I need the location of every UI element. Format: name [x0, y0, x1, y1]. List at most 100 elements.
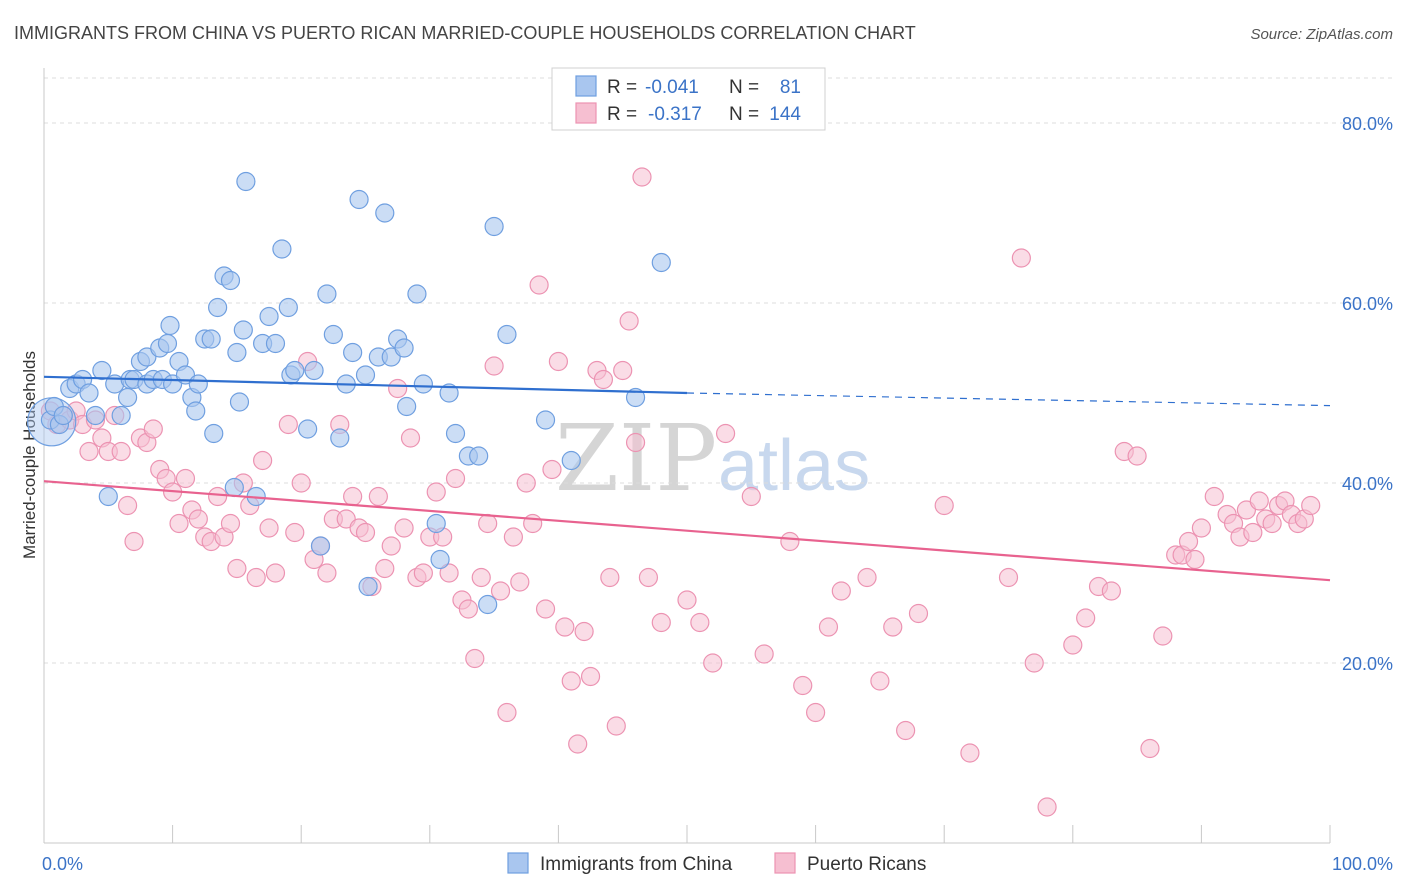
point-immigrants-from-china-36 — [224, 477, 244, 498]
point-puerto-ricans-21 — [175, 468, 196, 489]
point-immigrants-from-china-67 — [413, 374, 433, 394]
point-immigrants-from-china-28 — [186, 401, 206, 421]
point-immigrants-from-china-65 — [397, 396, 417, 417]
point-immigrants-from-china-54 — [330, 428, 350, 448]
point-puerto-ricans-85 — [593, 369, 614, 390]
point-puerto-ricans-48 — [355, 522, 376, 543]
point-puerto-ricans-121 — [1127, 446, 1147, 466]
point-puerto-ricans-29 — [227, 558, 247, 579]
point-immigrants-from-china-48 — [285, 360, 305, 381]
point-puerto-ricans-80 — [561, 671, 581, 691]
point-puerto-ricans-134 — [1243, 522, 1263, 543]
point-puerto-ricans-74 — [523, 513, 543, 534]
point-puerto-ricans-26 — [208, 486, 228, 507]
point-immigrants-from-china-13 — [117, 387, 138, 408]
point-puerto-ricans-82 — [574, 621, 594, 642]
axes — [43, 68, 1331, 844]
point-immigrants-from-china-75 — [484, 216, 504, 237]
point-immigrants-from-china-10 — [98, 486, 118, 507]
legend-r-label-2: R = — [607, 104, 637, 125]
point-puerto-ricans-23 — [188, 509, 208, 529]
point-puerto-ricans-62 — [445, 468, 466, 489]
point-immigrants-from-china-68 — [426, 513, 446, 534]
trend-line-immigrants-from-china — [43, 375, 688, 395]
y-tick-label-0: 20.0% — [1342, 654, 1393, 674]
point-puerto-ricans-12 — [117, 495, 138, 516]
legend-r-value-1: -0.041 — [645, 77, 699, 98]
point-puerto-ricans-108 — [896, 720, 916, 741]
point-puerto-ricans-117 — [1076, 608, 1096, 628]
point-puerto-ricans-73 — [516, 473, 536, 493]
legend-n-label-2: N = — [729, 104, 759, 125]
point-puerto-ricans-68 — [484, 356, 504, 376]
point-immigrants-from-china-73 — [469, 446, 489, 466]
point-puerto-ricans-92 — [638, 567, 659, 588]
legend-n-value-1: 81 — [780, 77, 801, 98]
point-immigrants-from-china-9 — [92, 360, 112, 381]
point-immigrants-from-china-40 — [236, 171, 256, 192]
point-puerto-ricans-71 — [503, 527, 523, 547]
point-immigrants-from-china-49 — [298, 419, 318, 439]
point-puerto-ricans-42 — [317, 563, 337, 583]
point-puerto-ricans-87 — [606, 716, 626, 736]
point-puerto-ricans-109 — [908, 603, 929, 624]
point-immigrants-from-china-64 — [394, 338, 414, 358]
point-puerto-ricans-37 — [285, 522, 305, 543]
point-puerto-ricans-129 — [1204, 486, 1224, 507]
point-puerto-ricans-128 — [1191, 518, 1212, 538]
point-immigrants-from-china-3 — [53, 405, 73, 426]
point-puerto-ricans-54 — [394, 518, 414, 538]
point-immigrants-from-china-35 — [220, 270, 241, 291]
point-immigrants-from-china-23 — [160, 315, 180, 336]
point-immigrants-from-china-77 — [535, 410, 556, 430]
point-puerto-ricans-59 — [426, 482, 446, 502]
point-immigrants-from-china-57 — [349, 189, 369, 210]
point-puerto-ricans-119 — [1101, 581, 1121, 601]
point-puerto-ricans-96 — [703, 653, 723, 673]
y-tick-label-2: 60.0% — [1342, 294, 1393, 314]
point-puerto-ricans-77 — [542, 459, 562, 480]
point-puerto-ricans-95 — [690, 612, 710, 633]
point-immigrants-from-china-76 — [497, 324, 517, 345]
point-puerto-ricans-137 — [1262, 513, 1282, 534]
bottom-legend-swatch-pink — [774, 852, 796, 874]
legend-r-label-1: R = — [607, 77, 637, 98]
watermark-zip: ZIP — [555, 405, 717, 512]
point-puerto-ricans-105 — [857, 567, 877, 588]
point-puerto-ricans-75 — [529, 275, 549, 295]
point-immigrants-from-china-74 — [478, 594, 498, 615]
x-tick-labels: 0.0% 100.0% — [42, 854, 1393, 874]
point-puerto-ricans-64 — [458, 599, 478, 619]
point-puerto-ricans-83 — [580, 666, 601, 687]
point-puerto-ricans-55 — [400, 428, 421, 448]
point-immigrants-from-china-79 — [625, 387, 646, 408]
point-immigrants-from-china-43 — [259, 306, 279, 327]
point-immigrants-from-china-56 — [343, 342, 363, 363]
point-immigrants-from-china-80 — [651, 252, 671, 273]
point-puerto-ricans-111 — [960, 743, 980, 763]
legend-n-value-2: 144 — [769, 104, 801, 125]
y-axis-label: Married-couple Households — [20, 351, 39, 559]
legend-swatch-blue — [575, 75, 597, 97]
point-immigrants-from-china-12 — [111, 405, 131, 426]
point-puerto-ricans-52 — [381, 536, 401, 556]
trend-line-puerto-ricans — [43, 480, 1331, 582]
legend-swatch-pink — [575, 102, 597, 124]
point-immigrants-from-china-69 — [430, 549, 450, 570]
point-puerto-ricans-76 — [535, 599, 556, 619]
point-puerto-ricans-123 — [1153, 626, 1173, 646]
point-puerto-ricans-81 — [568, 734, 588, 754]
point-puerto-ricans-99 — [754, 644, 774, 664]
point-puerto-ricans-114 — [1024, 653, 1044, 673]
point-puerto-ricans-104 — [831, 581, 851, 601]
point-puerto-ricans-90 — [625, 432, 646, 453]
point-immigrants-from-china-8 — [85, 405, 106, 426]
legend-box: R = -0.041 N = 81 R = -0.317 N = 144 — [551, 67, 826, 131]
trend-line-immigrants-from-china-extension — [686, 392, 1331, 407]
point-puerto-ricans-93 — [651, 612, 671, 633]
point-puerto-ricans-135 — [1249, 491, 1269, 511]
point-puerto-ricans-112 — [998, 567, 1019, 588]
point-puerto-ricans-53 — [388, 378, 408, 399]
point-puerto-ricans-50 — [368, 486, 388, 507]
chart-title: IMMIGRANTS FROM CHINA VS PUERTO RICAN MA… — [14, 23, 916, 43]
